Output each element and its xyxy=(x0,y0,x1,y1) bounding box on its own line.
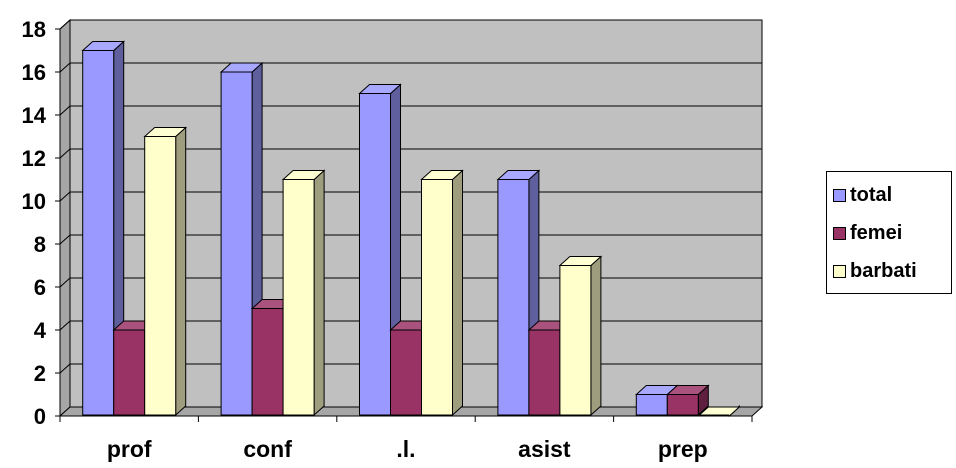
x-tick-label: conf xyxy=(243,436,292,462)
bar-barbati-prof-side xyxy=(176,128,186,416)
bar-barbati-conf xyxy=(283,180,314,416)
bar-barbati-asist-side xyxy=(591,257,601,416)
bar-femei-conf xyxy=(252,309,283,416)
bar-barbati-l xyxy=(422,180,453,416)
legend-label: total xyxy=(850,184,892,207)
y-tick-label: 12 xyxy=(22,146,46,171)
legend-item-barbati: barbati xyxy=(833,252,951,290)
legend-item-total: total xyxy=(833,176,951,214)
bar-total-l xyxy=(360,94,391,416)
y-tick-label: 16 xyxy=(22,60,46,85)
legend-swatch-femei xyxy=(833,227,846,240)
bar-femei-asist xyxy=(529,330,560,415)
side-wall xyxy=(60,20,70,416)
legend-swatch-barbati xyxy=(833,265,846,278)
bar-total-prep xyxy=(636,395,667,416)
bar-barbati-prof xyxy=(145,137,176,416)
bar-barbati-asist xyxy=(560,266,591,416)
legend: total femei barbati xyxy=(826,171,952,294)
bar-total-prof xyxy=(83,51,114,416)
y-tick-label: 8 xyxy=(34,232,46,257)
x-tick-label: prof xyxy=(107,436,152,462)
y-tick-label: 2 xyxy=(34,361,46,386)
legend-item-femei: femei xyxy=(833,214,951,252)
y-tick-label: 14 xyxy=(22,103,47,128)
bar-barbati-l-side xyxy=(453,171,463,416)
legend-swatch-total xyxy=(833,189,846,202)
legend-label: femei xyxy=(850,222,902,245)
y-tick-label: 6 xyxy=(34,275,46,300)
y-tick-label: 4 xyxy=(34,318,47,343)
bar-femei-l xyxy=(391,330,422,415)
y-tick-label: 18 xyxy=(22,17,46,42)
x-tick-label: asist xyxy=(518,436,571,462)
y-tick-label: 0 xyxy=(34,404,46,429)
legend-label: barbati xyxy=(850,260,917,283)
x-tick-label: .l. xyxy=(396,436,415,462)
bar-femei-prof xyxy=(114,330,145,415)
bar-barbati-conf-side xyxy=(314,171,324,416)
x-tick-label: prep xyxy=(658,436,708,462)
bar-femei-prep xyxy=(667,395,698,416)
y-tick-label: 10 xyxy=(22,189,46,214)
bar-total-asist xyxy=(498,180,529,416)
bar-total-conf xyxy=(221,72,252,415)
